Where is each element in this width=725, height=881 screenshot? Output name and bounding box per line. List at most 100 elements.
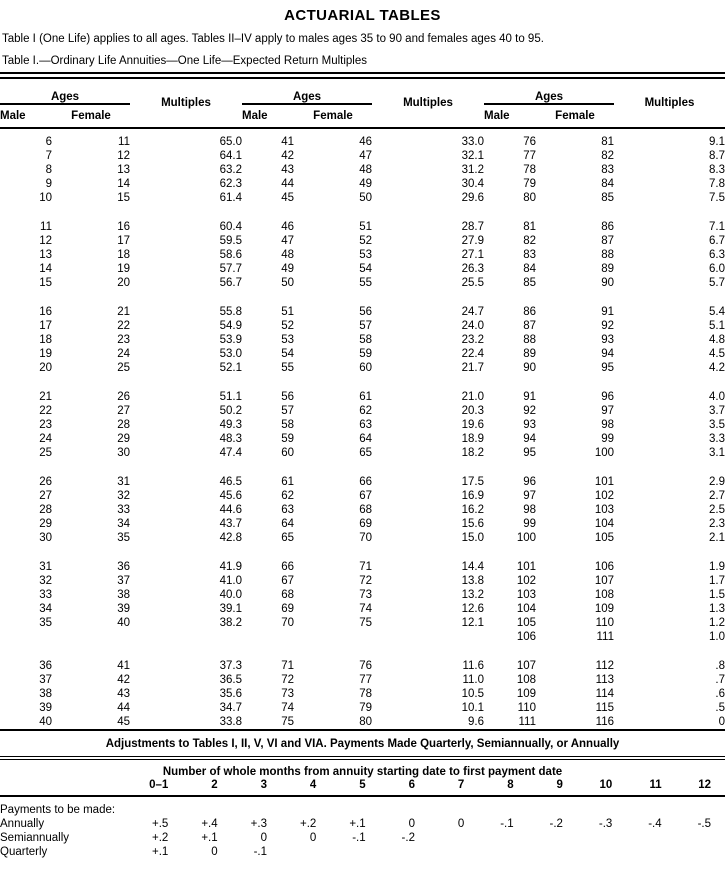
female-age-cell: 33 (117, 504, 130, 516)
table-row: 36 41 37.3 71 76 11.6 107 112 .8 (0, 659, 725, 673)
female-age-cell: 49 (359, 178, 372, 190)
multiples-cell: .5 (715, 702, 725, 714)
female-age-cell: 43 (117, 688, 130, 700)
male-age-cell: 79 (523, 178, 536, 190)
adjustment-value-cell: -.5 (697, 818, 711, 830)
female-age-cell: 105 (594, 532, 614, 544)
male-age-cell: 97 (523, 490, 536, 502)
actuarial-table: Ages Multiples Ages Multiples Ages Multi… (0, 79, 725, 729)
ages-header: Ages (0, 79, 130, 105)
multiples-cell: 32.1 (461, 150, 484, 162)
table-row: 11 16 60.4 46 51 28.7 81 86 7.1 (0, 220, 725, 234)
male-age-cell: 85 (523, 277, 536, 289)
female-age-cell: 115 (595, 702, 614, 714)
month-column-header: 10 (599, 779, 613, 791)
male-age-cell (0, 630, 52, 644)
adjustment-value-cell: 0 (260, 832, 267, 844)
adjustment-value-cell (577, 831, 626, 845)
month-column-header: 4 (309, 779, 317, 791)
multiples-cell: 51.1 (219, 391, 242, 403)
adjustments-table-header: Number of whole months from annuity star… (0, 760, 725, 796)
multiples-cell: 2.1 (709, 532, 725, 544)
multiples-cell: 34.7 (219, 702, 242, 714)
ages-header: Ages (242, 79, 372, 105)
multiples-cell: 15.6 (461, 518, 484, 530)
male-age-cell: 18 (39, 334, 52, 346)
female-age-cell: 81 (601, 136, 614, 148)
multiples-cell: 10.5 (461, 688, 484, 700)
adjustment-value-cell: -.1 (500, 818, 514, 830)
female-age-cell: 89 (601, 263, 614, 275)
male-age-cell (242, 630, 294, 644)
multiples-cell: 1.7 (709, 575, 725, 587)
male-age-cell: 24 (39, 433, 52, 445)
adjustment-value-cell (429, 845, 478, 859)
multiples-cell: 9.1 (709, 136, 725, 148)
female-age-cell: 107 (594, 575, 614, 587)
table-row: 106 111 1.0 (0, 630, 725, 644)
adjustment-value-cell (626, 831, 675, 845)
female-age-cell: 50 (359, 192, 372, 204)
multiples-cell: 1.5 (709, 589, 725, 601)
month-column-header: 0–1 (149, 779, 169, 791)
female-age-cell: 16 (117, 221, 130, 233)
male-age-cell: 11 (40, 221, 52, 233)
adjustment-value-cell: -.3 (598, 818, 613, 830)
male-age-cell: 19 (39, 348, 52, 360)
male-age-cell: 28 (39, 504, 52, 516)
female-age-cell: 108 (594, 589, 614, 601)
female-age-cell: 74 (359, 603, 372, 615)
male-age-cell: 35 (39, 617, 52, 629)
male-age-cell: 44 (281, 178, 294, 190)
male-age-cell: 41 (281, 136, 294, 148)
male-header: Male (484, 110, 510, 122)
multiples-cell: 14.4 (461, 561, 484, 573)
adjustment-value-cell (676, 845, 725, 859)
female-age-cell: 88 (601, 249, 614, 261)
female-age-cell: 63 (359, 419, 372, 431)
spacer-row (0, 205, 725, 220)
table-row: 7 12 64.1 42 47 32.1 77 82 8.7 (0, 149, 725, 163)
adjustment-value-cell: 0 (211, 846, 218, 858)
divider-double-adjustments (0, 756, 725, 760)
adjustment-value-cell (429, 831, 478, 845)
female-age-cell: 98 (601, 419, 614, 431)
male-age-cell: 80 (523, 192, 536, 204)
multiples-header: Multiples (403, 97, 453, 109)
multiples-cell: 7.8 (709, 178, 725, 190)
male-age-cell: 47 (281, 235, 294, 247)
adjustment-value-cell (478, 845, 527, 859)
table-row: 19 24 53.0 54 59 22.4 89 94 4.5 (0, 347, 725, 361)
multiples-cell: 43.7 (219, 518, 242, 530)
month-column-header: 3 (260, 779, 267, 791)
spacer-row (0, 290, 725, 305)
adjustment-value-cell: +.2 (152, 832, 169, 844)
female-age-cell: 65 (359, 447, 372, 459)
payment-frequency-label: Quarterly (0, 846, 48, 858)
female-age-cell: 111 (596, 631, 614, 643)
table-row: 18 23 53.9 53 58 23.2 88 93 4.8 (0, 333, 725, 347)
multiples-cell: 16.2 (461, 504, 484, 516)
actuarial-table-body: 6 11 65.0 41 46 33.0 76 81 9.1 7 12 64.1 42 47 32.1 77 8… (0, 128, 725, 729)
female-age-cell: 85 (601, 192, 614, 204)
male-age-cell: 9 (45, 178, 52, 190)
female-age-cell: 83 (601, 164, 614, 176)
multiples-cell: 15.0 (461, 532, 484, 544)
female-age-cell: 13 (117, 164, 130, 176)
adjustments-table-body: Payments to be made: Annually +.5 +.4 +.3 +.… (0, 796, 725, 859)
multiples-cell: 6.3 (709, 249, 725, 261)
multiples-cell: 33.0 (461, 136, 484, 148)
table-row: 13 18 58.6 48 53 27.1 83 88 6.3 (0, 248, 725, 262)
female-age-cell: 90 (601, 277, 614, 289)
male-age-cell: 100 (516, 532, 536, 544)
adjustment-value-cell: -.2 (549, 818, 563, 830)
multiples-cell: 4.2 (709, 362, 725, 374)
female-age-cell: 114 (595, 688, 614, 700)
female-age-cell: 97 (601, 405, 614, 417)
female-age-cell: 37 (117, 575, 130, 587)
female-age-cell: 93 (601, 334, 614, 346)
multiples-cell: 30.4 (461, 178, 484, 190)
adjustment-value-cell (330, 845, 379, 859)
multiples-cell: 41.0 (219, 575, 242, 587)
payment-row: Quarterly +.1 0 -.1 (0, 845, 725, 859)
